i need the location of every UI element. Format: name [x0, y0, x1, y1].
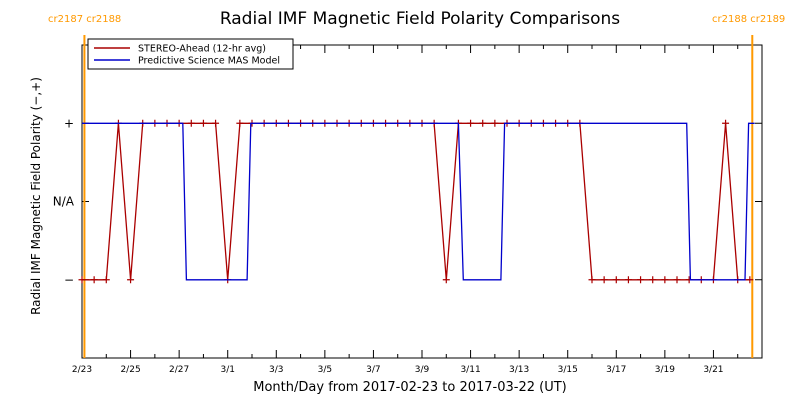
stereo-ahead-point	[102, 276, 110, 284]
stereo-ahead-point	[661, 276, 669, 284]
x-axis-label: Month/Day from 2017-02-23 to 2017-03-22 …	[253, 380, 566, 395]
stereo-ahead-point	[199, 119, 207, 127]
legend-entry: STEREO-Ahead (12-hr avg)	[138, 44, 266, 55]
stereo-ahead-point	[78, 276, 86, 284]
stereo-ahead-point	[673, 276, 681, 284]
stereo-ahead-point	[612, 276, 620, 284]
x-tick-label: 3/9	[415, 365, 430, 375]
legend-entry: Predictive Science MAS Model	[138, 56, 280, 67]
stereo-ahead-point	[212, 119, 220, 127]
stereo-ahead-point	[442, 276, 450, 284]
carrington-label-right: cr2188 cr2189	[712, 14, 785, 25]
legend-box	[87, 38, 294, 70]
y-axis-label: Radial IMF Magnetic Field Polarity (−,+)	[29, 77, 43, 315]
stereo-ahead-point	[624, 276, 632, 284]
stereo-ahead-point	[491, 119, 499, 127]
stereo-ahead-point	[600, 276, 608, 284]
y-tick-label: −	[64, 273, 74, 287]
x-tick-label: 3/7	[366, 365, 380, 375]
y-tick-label: +	[64, 116, 74, 130]
stereo-ahead-point	[649, 276, 657, 284]
y-tick-label: N/A	[53, 195, 75, 209]
mas-model-line	[82, 122, 755, 281]
stereo-ahead-point	[722, 119, 730, 127]
stereo-ahead-point	[90, 276, 98, 284]
x-tick-label: 3/21	[703, 365, 723, 375]
x-tick-label: 3/3	[269, 365, 283, 375]
x-tick-label: 3/13	[509, 365, 529, 375]
x-tick-label: 3/17	[606, 365, 626, 375]
stereo-ahead-point	[746, 276, 754, 284]
stereo-ahead-point	[127, 276, 135, 284]
stereo-ahead-point	[637, 276, 645, 284]
x-tick-label: 3/1	[220, 365, 234, 375]
x-tick-label: 2/23	[72, 365, 92, 375]
stereo-ahead-point	[588, 276, 596, 284]
x-tick-label: 2/27	[169, 365, 189, 375]
stereo-ahead-line	[82, 122, 750, 281]
x-tick-label: 3/19	[655, 365, 675, 375]
carrington-label-left: cr2187 cr2188	[48, 14, 121, 25]
x-tick-label: 3/5	[318, 365, 332, 375]
x-tick-label: 2/25	[120, 365, 140, 375]
x-tick-label: 3/11	[460, 365, 480, 375]
x-tick-label: 3/15	[558, 365, 578, 375]
stereo-ahead-point	[467, 119, 475, 127]
stereo-ahead-point	[236, 119, 244, 127]
stereo-ahead-point	[187, 119, 195, 127]
chart-title: Radial IMF Magnetic Field Polarity Compa…	[220, 9, 620, 29]
stereo-ahead-point	[479, 119, 487, 127]
